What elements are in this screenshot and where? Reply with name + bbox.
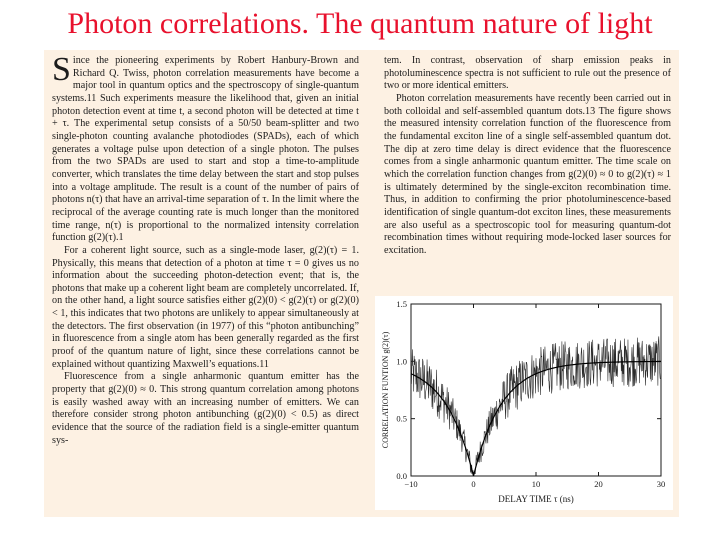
plot-frame (410, 303, 662, 477)
axis-ticks (410, 303, 662, 477)
x-tick-label: 0 (471, 479, 475, 489)
y-tick-label: 1.5 (396, 299, 407, 309)
measured-correlation-trace (410, 336, 662, 475)
y-tick-label: 0.0 (396, 471, 407, 481)
x-tick-label: 10 (532, 479, 541, 489)
y-axis-label: CORRELATION FUNTION g(2)(τ) (381, 331, 390, 448)
x-tick-label: 20 (594, 479, 603, 489)
correlation-plot: −10 0 10 20 30 0.0 0.5 1.0 1.5 DELAY TIME τ (ns)… (381, 299, 665, 504)
paragraph-intro-text: ince the pioneering experiments by Rober… (52, 55, 359, 244)
y-tick-label: 1.0 (396, 356, 407, 366)
fit-curve (410, 360, 661, 477)
paragraph-coherent-source: For a coherent light source, such as a s… (52, 244, 359, 370)
slide-title: Photon correlations. The quantum nature … (67, 7, 653, 40)
x-axis-label: DELAY TIME τ (ns) (498, 494, 574, 504)
drop-cap: S (52, 51, 71, 88)
paragraph-measurements: Photon correlation measurements have rec… (384, 92, 671, 256)
correlation-figure: −10 0 10 20 30 0.0 0.5 1.0 1.5 DELAY TIME τ (ns)… (375, 296, 673, 510)
paragraph-fluorescence: Fluorescence from a single anharmonic qu… (52, 371, 359, 446)
tick-labels: −10 0 10 20 30 0.0 0.5 1.0 1.5 (396, 299, 665, 489)
x-tick-label: 30 (657, 479, 666, 489)
y-tick-label: 0.5 (396, 414, 407, 424)
x-tick-label: −10 (404, 479, 417, 489)
paragraph-continuation: tem. In contrast, observation of sharp e… (384, 55, 671, 92)
article-right-column: tem. In contrast, observation of sharp e… (384, 55, 671, 258)
